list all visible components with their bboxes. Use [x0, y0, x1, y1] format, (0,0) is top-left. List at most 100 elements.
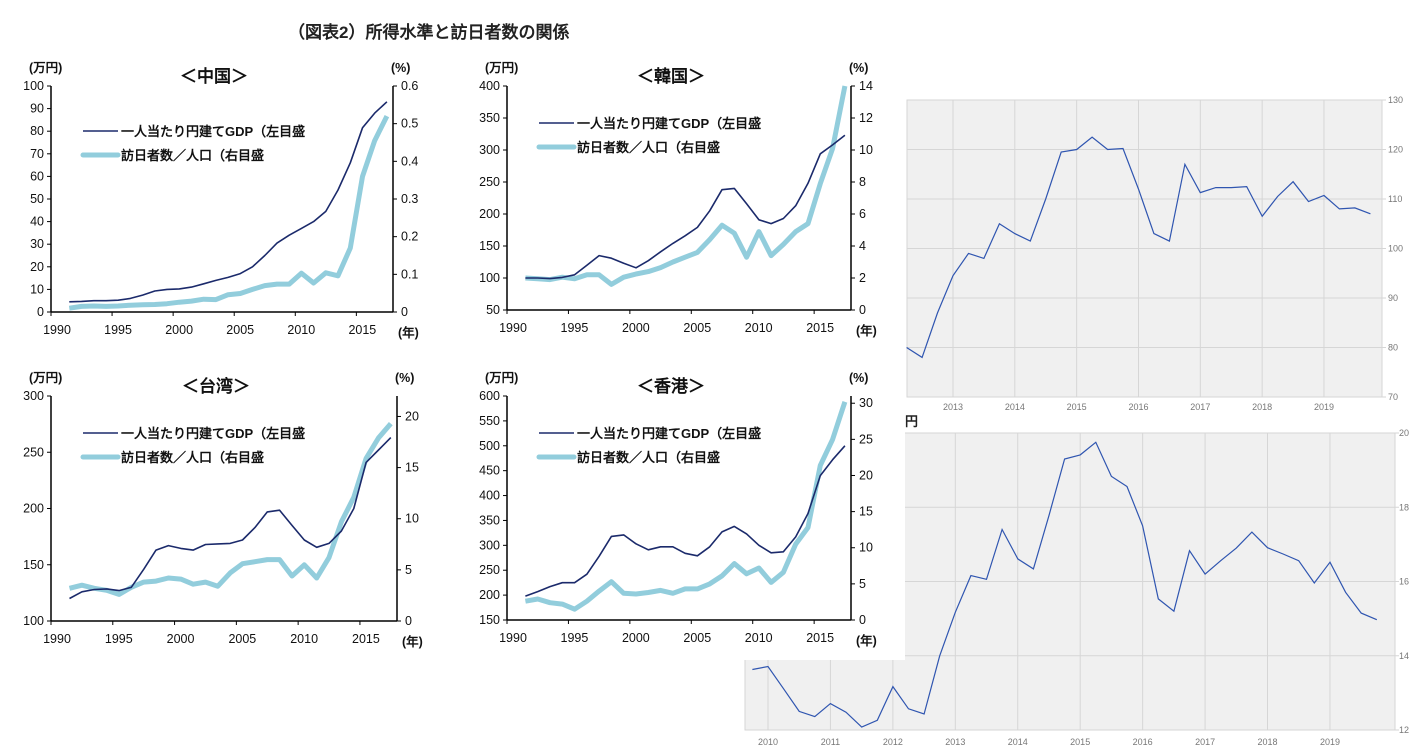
legend-label-visitors: 訪日者数／人口（右目盛 [121, 148, 264, 163]
right-tick-label: 5 [859, 577, 866, 591]
left-tick-label: 150 [479, 613, 500, 627]
right-tick-label: 30 [859, 396, 873, 410]
left-tick-label: 450 [479, 464, 500, 478]
left-tick-label: 550 [479, 414, 500, 428]
left-tick-label: 60 [30, 169, 44, 183]
x-tick-label: 2000 [622, 321, 650, 335]
x-tick-label: 2010 [745, 631, 773, 645]
x-tick-label: 2015 [806, 321, 834, 335]
x-axis-unit: (年) [856, 323, 877, 338]
left-tick-label: 150 [23, 558, 44, 572]
x-tick-label: 2016 [1128, 402, 1148, 412]
x-tick-label: 2010 [758, 737, 778, 747]
left-tick-label: 250 [479, 175, 500, 189]
x-tick-label: 1990 [499, 321, 527, 335]
chart-title: ＜韓国＞ [637, 66, 705, 86]
left-tick-label: 500 [479, 439, 500, 453]
left-tick-label: 250 [23, 445, 44, 459]
chart-title: ＜香港＞ [637, 376, 705, 396]
x-tick-label: 2015 [348, 323, 376, 337]
right-axis-unit: (%) [395, 371, 414, 385]
x-tick-label: 2000 [167, 632, 195, 646]
y-tick-label: 100 [1388, 244, 1403, 254]
y-tick-label: 110 [1388, 194, 1402, 204]
x-tick-label: 1990 [43, 632, 71, 646]
x-tick-label: 2005 [228, 632, 256, 646]
right-tick-label: 0 [859, 613, 866, 627]
left-tick-label: 80 [30, 124, 44, 138]
right-tick-label: 10 [859, 541, 873, 555]
x-tick-label: 2014 [1005, 402, 1025, 412]
left-tick-label: 20 [30, 260, 44, 274]
x-tick-label: 1990 [43, 323, 71, 337]
chart-title: ＜中国＞ [180, 66, 248, 86]
right-tick-label: 0.6 [401, 79, 418, 93]
x-tick-label: 2015 [1070, 737, 1090, 747]
x-axis-unit: (年) [398, 325, 419, 340]
x-tick-label: 2010 [290, 632, 318, 646]
left-tick-label: 350 [479, 111, 500, 125]
legend-label-gdp: 一人当たり円建てGDP（左目盛 [577, 116, 761, 131]
right-tick-label: 2 [859, 271, 866, 285]
y-tick-label: 120 [1388, 145, 1403, 155]
right-tick-label: 0 [401, 305, 408, 319]
left-tick-label: 200 [23, 502, 44, 516]
left-tick-label: 30 [30, 237, 44, 251]
right-tick-label: 4 [859, 239, 866, 253]
x-tick-label: 2010 [287, 323, 315, 337]
country-charts: ＜中国＞(万円) (%)(年)010203040506070809010000.1… [23, 61, 877, 649]
left-tick-label: 70 [30, 147, 44, 161]
x-tick-label: 2005 [683, 631, 711, 645]
right-tick-label: 0.2 [401, 230, 418, 244]
legend-label-visitors: 訪日者数／人口（右目盛 [577, 450, 720, 465]
left-tick-label: 300 [479, 538, 500, 552]
right-tick-label: 6 [859, 207, 866, 221]
right-tick-label: 20 [859, 468, 873, 482]
y-tick-label: 16 [1399, 577, 1409, 587]
x-tick-label: 2017 [1190, 402, 1210, 412]
x-tick-label: 1995 [561, 321, 589, 335]
x-tick-label: 1990 [499, 631, 527, 645]
x-axis-unit: (年) [402, 634, 423, 649]
x-tick-label: 2015 [806, 631, 834, 645]
left-tick-label: 300 [479, 143, 500, 157]
x-tick-label: 2012 [883, 737, 903, 747]
left-tick-label: 150 [479, 239, 500, 253]
x-tick-label: 2015 [1067, 402, 1087, 412]
figure-title: （図表2）所得水準と訪日者数の関係 [288, 22, 569, 42]
chart-taiwan: ＜台湾＞ (万円) (%) (年) 100 150 200 250 300 0 5 10 15 20 199… [23, 371, 423, 649]
left-tick-label: 400 [479, 489, 500, 503]
left-tick-label: 350 [479, 513, 500, 527]
y-tick-label: 80 [1388, 343, 1398, 353]
x-tick-label: 2013 [945, 737, 965, 747]
x-tick-label: 2016 [1133, 737, 1153, 747]
left-tick-label: 90 [30, 102, 44, 116]
x-tick-label: 2015 [352, 632, 380, 646]
x-tick-label: 2011 [821, 737, 840, 747]
x-tick-label: 1995 [104, 323, 132, 337]
left-tick-label: 0 [37, 305, 44, 319]
left-axis-unit: (万円) [29, 371, 62, 385]
x-tick-label: 2005 [683, 321, 711, 335]
x-axis-unit: (年) [856, 633, 877, 648]
left-tick-label: 600 [479, 389, 500, 403]
y-tick-label: 70 [1388, 392, 1398, 402]
legend-label-visitors: 訪日者数／人口（右目盛 [577, 140, 720, 155]
right-tick-label: 5 [405, 563, 412, 577]
left-axis-unit: (万円) [485, 61, 518, 75]
x-tick-label: 2000 [622, 631, 650, 645]
unit-fragment: 円 [905, 414, 918, 429]
left-tick-label: 200 [479, 588, 500, 602]
right-tick-label: 14 [859, 79, 873, 93]
left-tick-label: 50 [486, 303, 500, 317]
y-tick-label: 18 [1399, 502, 1409, 512]
left-tick-label: 40 [30, 215, 44, 229]
left-tick-label: 250 [479, 563, 500, 577]
left-tick-label: 100 [23, 79, 44, 93]
left-tick-label: 100 [23, 614, 44, 628]
x-tick-label: 2019 [1320, 737, 1340, 747]
